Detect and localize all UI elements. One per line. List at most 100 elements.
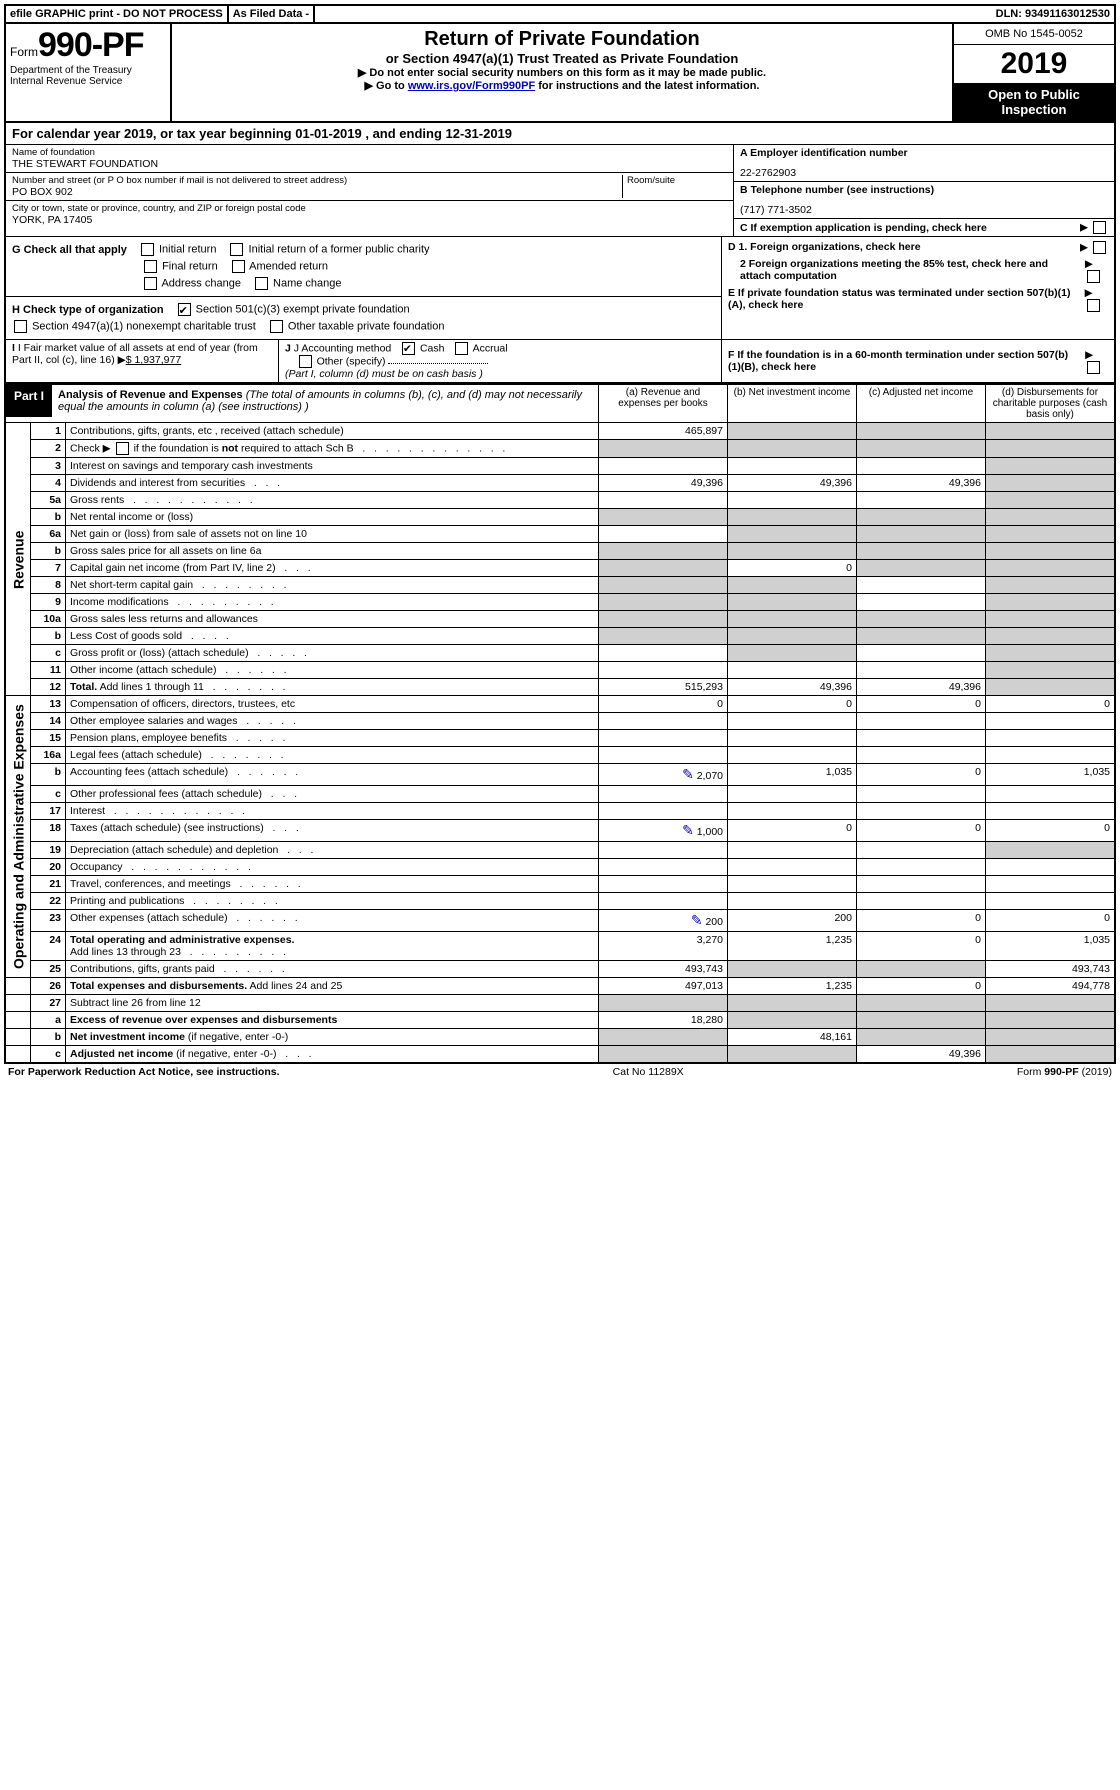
row-11: 11Other income (attach schedule) . . . .… — [6, 662, 1114, 679]
part1-table: Part I Analysis of Revenue and Expenses … — [6, 384, 1114, 1062]
exemption-cell: C If exemption application is pending, c… — [734, 219, 1114, 236]
part1-header-row: Part I Analysis of Revenue and Expenses … — [6, 385, 1114, 423]
f-checkbox[interactable] — [1087, 361, 1100, 374]
e-checkbox[interactable] — [1087, 299, 1100, 312]
room-cell: Room/suite — [623, 175, 727, 198]
col-d-header: (d) Disbursements for charitable purpose… — [986, 385, 1115, 423]
ein-cell: A Employer identification number 22-2762… — [734, 145, 1114, 182]
d1-checkbox[interactable] — [1093, 241, 1106, 254]
open-to-public: Open to Public Inspection — [954, 83, 1114, 121]
check-h: H Check type of organization ✔ Section 5… — [6, 297, 721, 339]
topbar-spacer — [315, 6, 992, 22]
goto-notice: ▶ Go to www.irs.gov/Form990PF for instru… — [176, 79, 948, 92]
row-9: 9Income modifications . . . . . . . . . — [6, 594, 1114, 611]
amended-checkbox[interactable] — [232, 260, 245, 273]
irs-link[interactable]: www.irs.gov/Form990PF — [408, 80, 535, 92]
form-meta-block: OMB No 1545-0052 2019 Open to Public Ins… — [952, 24, 1114, 121]
row-23: 23Other expenses (attach schedule) . . .… — [6, 910, 1114, 932]
phone-label: B Telephone number (see instructions) — [740, 184, 1108, 196]
form-title-block: Return of Private Foundation or Section … — [172, 24, 952, 121]
address-row: Number and street (or P O box number if … — [6, 173, 733, 201]
pencil-icon[interactable]: ✎ — [682, 766, 694, 782]
row-13: Operating and Administrative Expenses 13… — [6, 696, 1114, 713]
sch-b-checkbox[interactable] — [116, 442, 129, 455]
row-19: 19Depreciation (attach schedule) and dep… — [6, 842, 1114, 859]
entity-left: Name of foundation THE STEWART FOUNDATIO… — [6, 145, 733, 236]
501c3-checkbox[interactable]: ✔ — [178, 303, 191, 316]
phone-value: (717) 771-3502 — [740, 204, 1108, 216]
cash-checkbox[interactable]: ✔ — [402, 342, 415, 355]
cash-basis-note: (Part I, column (d) must be on cash basi… — [285, 368, 483, 380]
form-prefix: Form — [10, 45, 38, 59]
addr-change-checkbox[interactable] — [144, 277, 157, 290]
year-begin: 01-01-2019 — [295, 126, 362, 141]
asfiled-label: As Filed Data - — [229, 6, 315, 22]
d2-checkbox[interactable] — [1087, 270, 1100, 283]
name-label: Name of foundation — [12, 147, 727, 158]
exemption-checkbox[interactable] — [1093, 221, 1106, 234]
dln-number: DLN: 93491163012530 — [992, 6, 1114, 22]
row-21: 21Travel, conferences, and meetings . . … — [6, 876, 1114, 893]
row-5b: bNet rental income or (loss) — [6, 509, 1114, 526]
efile-notice: efile GRAPHIC print - DO NOT PROCESS — [6, 6, 229, 22]
form-number: 990-PF — [38, 26, 144, 64]
other-taxable-checkbox[interactable] — [270, 320, 283, 333]
street-label: Number and street (or P O box number if … — [12, 175, 618, 186]
row-25: 25Contributions, gifts, grants paid . . … — [6, 961, 1114, 978]
row-27c: cAdjusted net income (if negative, enter… — [6, 1046, 1114, 1063]
e-row: E If private foundation status was termi… — [728, 287, 1108, 312]
col-a-header: (a) Revenue and expenses per books — [599, 385, 728, 423]
name-change-checkbox[interactable] — [255, 277, 268, 290]
calendar-year-row: For calendar year 2019, or tax year begi… — [6, 123, 1114, 145]
initial-checkbox[interactable] — [141, 243, 154, 256]
omb-number: OMB No 1545-0052 — [954, 24, 1114, 45]
part1-tag: Part I — [6, 385, 52, 417]
paperwork-notice: For Paperwork Reduction Act Notice, see … — [8, 1066, 280, 1078]
city-value: YORK, PA 17405 — [12, 214, 727, 226]
irs-label: Internal Revenue Service — [10, 76, 122, 87]
other-method-checkbox[interactable] — [299, 355, 312, 368]
accrual-checkbox[interactable] — [455, 342, 468, 355]
g-label: G Check all that apply — [12, 244, 127, 256]
room-label: Room/suite — [627, 175, 727, 186]
tax-year: 2019 — [954, 45, 1114, 83]
fmv-accounting-row: I I Fair market value of all assets at e… — [6, 340, 1114, 384]
row-4: 4Dividends and interest from securities … — [6, 475, 1114, 492]
city-label: City or town, state or province, country… — [12, 203, 727, 214]
street-cell: Number and street (or P O box number if … — [12, 175, 623, 198]
h-label: H Check type of organization — [12, 304, 164, 316]
exemption-label: C If exemption application is pending, c… — [740, 222, 987, 234]
row-6b: bGross sales price for all assets on lin… — [6, 543, 1114, 560]
row-6a: 6aNet gain or (loss) from sale of assets… — [6, 526, 1114, 543]
revenue-label: Revenue — [6, 423, 31, 696]
entity-right: A Employer identification number 22-2762… — [733, 145, 1114, 236]
row-8: 8Net short-term capital gain . . . . . .… — [6, 577, 1114, 594]
row-10c: cGross profit or (loss) (attach schedule… — [6, 645, 1114, 662]
name-cell: Name of foundation THE STEWART FOUNDATIO… — [6, 145, 733, 173]
row-16c: cOther professional fees (attach schedul… — [6, 786, 1114, 803]
city-cell: City or town, state or province, country… — [6, 201, 733, 228]
row-18: 18Taxes (attach schedule) (see instructi… — [6, 820, 1114, 842]
fmv-value: $ 1,937,977 — [126, 354, 181, 366]
row-10a: 10aGross sales less returns and allowanc… — [6, 611, 1114, 628]
page-footer: For Paperwork Reduction Act Notice, see … — [4, 1064, 1116, 1080]
form-title: Return of Private Foundation — [176, 28, 948, 51]
row-14: 14Other employee salaries and wages . . … — [6, 713, 1114, 730]
row-5a: 5aGross rents . . . . . . . . . . . — [6, 492, 1114, 509]
row-16b: bAccounting fees (attach schedule) . . .… — [6, 764, 1114, 786]
row-1: Revenue 1 Contributions, gifts, grants, … — [6, 423, 1114, 440]
check-g: G Check all that apply Initial return In… — [6, 237, 721, 297]
initial-former-checkbox[interactable] — [230, 243, 243, 256]
row-20: 20Occupancy . . . . . . . . . . . — [6, 859, 1114, 876]
form-ref: Form 990-PF (2019) — [1017, 1066, 1112, 1078]
ein-value: 22-2762903 — [740, 167, 1108, 179]
final-checkbox[interactable] — [144, 260, 157, 273]
foundation-name: THE STEWART FOUNDATION — [12, 158, 727, 170]
row-24: 24Total operating and administrative exp… — [6, 932, 1114, 961]
4947-checkbox[interactable] — [14, 320, 27, 333]
pencil-icon[interactable]: ✎ — [682, 822, 694, 838]
ssn-notice: ▶ Do not enter social security numbers o… — [176, 66, 948, 79]
row-12: 12Total. Add lines 1 through 11 . . . . … — [6, 679, 1114, 696]
pencil-icon[interactable]: ✎ — [691, 912, 703, 928]
dept-label: Department of the Treasury — [10, 65, 132, 76]
